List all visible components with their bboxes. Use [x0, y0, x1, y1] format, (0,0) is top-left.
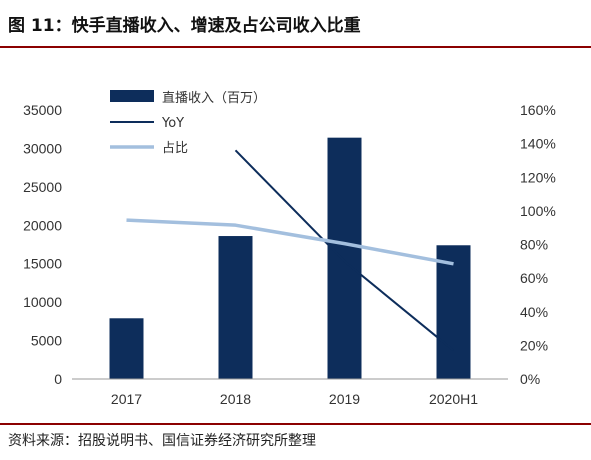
left-axis: 0 5000 10000 15000 20000 25000 30000 35000 [23, 102, 62, 387]
right-tick-label: 0% [520, 371, 540, 387]
right-tick-label: 160% [520, 102, 556, 118]
right-tick-label: 60% [520, 270, 548, 286]
line-series [126, 149, 455, 352]
share-line [126, 218, 454, 266]
right-tick-label: 100% [520, 203, 556, 219]
left-tick-label: 15000 [23, 256, 62, 272]
legend: 直播收入（百万） YoY 占比 [110, 90, 266, 156]
left-tick-label: 20000 [23, 217, 62, 233]
legend-swatch-bar [110, 90, 154, 102]
right-tick-label: 40% [520, 304, 548, 320]
left-tick-label: 10000 [23, 294, 62, 310]
left-tick-label: 25000 [23, 179, 62, 195]
left-tick-label: 5000 [31, 333, 62, 349]
bar [109, 318, 144, 379]
x-tick-label: 2018 [220, 391, 251, 407]
right-tick-label: 120% [520, 169, 556, 185]
figure-title: 图 11：快手直播收入、增速及占公司收入比重 [8, 16, 361, 36]
x-tick-label: 2019 [329, 391, 360, 407]
x-tick-label: 2017 [111, 391, 142, 407]
x-axis: 2017 2018 2019 2020H1 [111, 391, 478, 407]
right-axis: 0% 20% 40% 60% 80% 100% 120% 140% 160% [520, 102, 556, 387]
right-tick-label: 80% [520, 237, 548, 253]
right-tick-label: 140% [520, 136, 556, 152]
right-tick-label: 20% [520, 337, 548, 353]
left-tick-label: 0 [54, 371, 62, 387]
legend-label: 占比 [162, 141, 188, 156]
bar [327, 137, 362, 379]
x-tick-label: 2020H1 [429, 391, 478, 407]
left-tick-label: 35000 [23, 102, 62, 118]
chart: 0 5000 10000 15000 20000 25000 30000 35000 0% 20… [23, 90, 556, 407]
source-note: 资料来源：招股说明书、国信证券经济研究所整理 [8, 433, 316, 449]
bar [218, 236, 253, 379]
title-rule [0, 46, 591, 48]
yoy-line [234, 149, 455, 352]
left-tick-label: 30000 [23, 140, 62, 156]
bar-series [109, 137, 471, 379]
legend-label: YoY [161, 116, 184, 131]
legend-label: 直播收入（百万） [162, 91, 266, 106]
bar [436, 245, 471, 379]
source-rule [0, 423, 591, 425]
